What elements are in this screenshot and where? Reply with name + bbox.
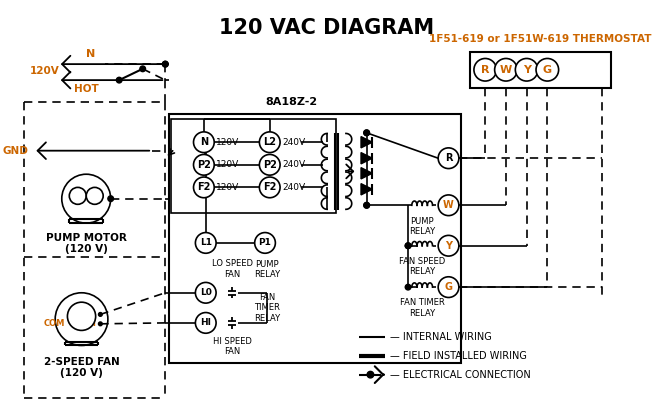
Text: PUMP
RELAY: PUMP RELAY bbox=[254, 260, 280, 279]
Circle shape bbox=[194, 155, 214, 175]
Circle shape bbox=[194, 132, 214, 153]
Circle shape bbox=[98, 313, 103, 316]
Text: L2: L2 bbox=[263, 137, 276, 147]
Text: — ELECTRICAL CONNECTION: — ELECTRICAL CONNECTION bbox=[390, 370, 531, 380]
Text: N: N bbox=[200, 137, 208, 147]
Text: R: R bbox=[481, 65, 490, 75]
Circle shape bbox=[86, 187, 103, 204]
Text: 120V: 120V bbox=[216, 138, 239, 147]
Circle shape bbox=[117, 77, 122, 83]
Circle shape bbox=[55, 293, 108, 346]
Circle shape bbox=[259, 155, 280, 175]
Circle shape bbox=[494, 59, 517, 81]
Text: — INTERNAL WIRING: — INTERNAL WIRING bbox=[390, 332, 492, 342]
Circle shape bbox=[194, 177, 214, 198]
Circle shape bbox=[259, 132, 280, 153]
Circle shape bbox=[162, 61, 168, 67]
Circle shape bbox=[364, 202, 369, 208]
Text: G: G bbox=[444, 282, 452, 292]
Text: HOT: HOT bbox=[74, 84, 98, 94]
Bar bbox=[169, 114, 461, 363]
Text: 1F51-619 or 1F51W-619 THERMOSTAT: 1F51-619 or 1F51W-619 THERMOSTAT bbox=[429, 34, 652, 44]
Text: (120 V): (120 V) bbox=[60, 368, 103, 378]
Circle shape bbox=[196, 313, 216, 333]
Text: FAN
TIMER
RELAY: FAN TIMER RELAY bbox=[254, 293, 280, 323]
Circle shape bbox=[140, 66, 145, 72]
Polygon shape bbox=[361, 137, 373, 148]
Text: 120V: 120V bbox=[216, 183, 239, 192]
Circle shape bbox=[438, 235, 459, 256]
Text: F2: F2 bbox=[263, 182, 277, 192]
Text: LO: LO bbox=[71, 319, 83, 328]
Text: FAN TIMER
RELAY: FAN TIMER RELAY bbox=[400, 298, 445, 318]
Circle shape bbox=[255, 233, 275, 253]
Text: 240V: 240V bbox=[282, 183, 305, 192]
Text: PUMP
RELAY: PUMP RELAY bbox=[409, 217, 436, 236]
Circle shape bbox=[68, 302, 96, 331]
Text: GND: GND bbox=[3, 146, 29, 156]
Circle shape bbox=[162, 61, 168, 67]
Text: 8A18Z-2: 8A18Z-2 bbox=[265, 97, 318, 107]
Polygon shape bbox=[361, 184, 373, 195]
Text: P2: P2 bbox=[263, 160, 277, 170]
Circle shape bbox=[536, 59, 559, 81]
Circle shape bbox=[98, 322, 103, 326]
Text: G: G bbox=[543, 65, 552, 75]
Text: 120 VAC DIAGRAM: 120 VAC DIAGRAM bbox=[218, 18, 433, 39]
Text: N: N bbox=[86, 49, 96, 59]
Text: W: W bbox=[500, 65, 512, 75]
Circle shape bbox=[364, 130, 369, 136]
Text: 120V: 120V bbox=[29, 66, 60, 76]
Circle shape bbox=[405, 243, 411, 248]
Text: L0: L0 bbox=[200, 288, 212, 297]
Text: 240V: 240V bbox=[282, 160, 305, 169]
Text: W: W bbox=[443, 200, 454, 210]
Text: R: R bbox=[445, 153, 452, 163]
Circle shape bbox=[438, 195, 459, 216]
Text: HI: HI bbox=[200, 318, 211, 327]
Text: F2: F2 bbox=[197, 182, 210, 192]
Circle shape bbox=[69, 187, 86, 204]
Text: LO SPEED
FAN: LO SPEED FAN bbox=[212, 259, 253, 279]
Text: Y: Y bbox=[445, 241, 452, 251]
Text: 240V: 240V bbox=[282, 138, 305, 147]
Circle shape bbox=[367, 371, 374, 378]
Text: COM: COM bbox=[44, 319, 64, 328]
Polygon shape bbox=[361, 168, 373, 179]
Text: 120V: 120V bbox=[216, 160, 239, 169]
Circle shape bbox=[196, 233, 216, 253]
Circle shape bbox=[438, 148, 459, 168]
Text: FAN SPEED
RELAY: FAN SPEED RELAY bbox=[399, 257, 446, 277]
Text: HI: HI bbox=[86, 319, 96, 328]
Circle shape bbox=[474, 59, 496, 81]
Text: P1: P1 bbox=[259, 238, 271, 247]
Bar bbox=[24, 102, 165, 398]
Circle shape bbox=[108, 196, 113, 202]
Circle shape bbox=[364, 130, 369, 136]
Circle shape bbox=[438, 277, 459, 297]
Circle shape bbox=[405, 243, 411, 248]
Circle shape bbox=[259, 177, 280, 198]
Text: Y: Y bbox=[523, 65, 531, 75]
Circle shape bbox=[515, 59, 538, 81]
Text: PUMP MOTOR: PUMP MOTOR bbox=[46, 233, 127, 243]
Bar bbox=[470, 52, 611, 88]
Circle shape bbox=[62, 174, 111, 223]
Circle shape bbox=[196, 282, 216, 303]
Text: L1: L1 bbox=[200, 238, 212, 247]
Bar bbox=[171, 119, 336, 213]
Circle shape bbox=[405, 285, 411, 290]
Text: (120 V): (120 V) bbox=[65, 244, 108, 254]
Circle shape bbox=[364, 202, 369, 208]
Polygon shape bbox=[361, 153, 373, 164]
Text: HI SPEED
FAN: HI SPEED FAN bbox=[212, 337, 251, 357]
Text: 2-SPEED FAN: 2-SPEED FAN bbox=[44, 357, 119, 367]
Text: — FIELD INSTALLED WIRING: — FIELD INSTALLED WIRING bbox=[390, 351, 527, 361]
Text: P2: P2 bbox=[197, 160, 211, 170]
